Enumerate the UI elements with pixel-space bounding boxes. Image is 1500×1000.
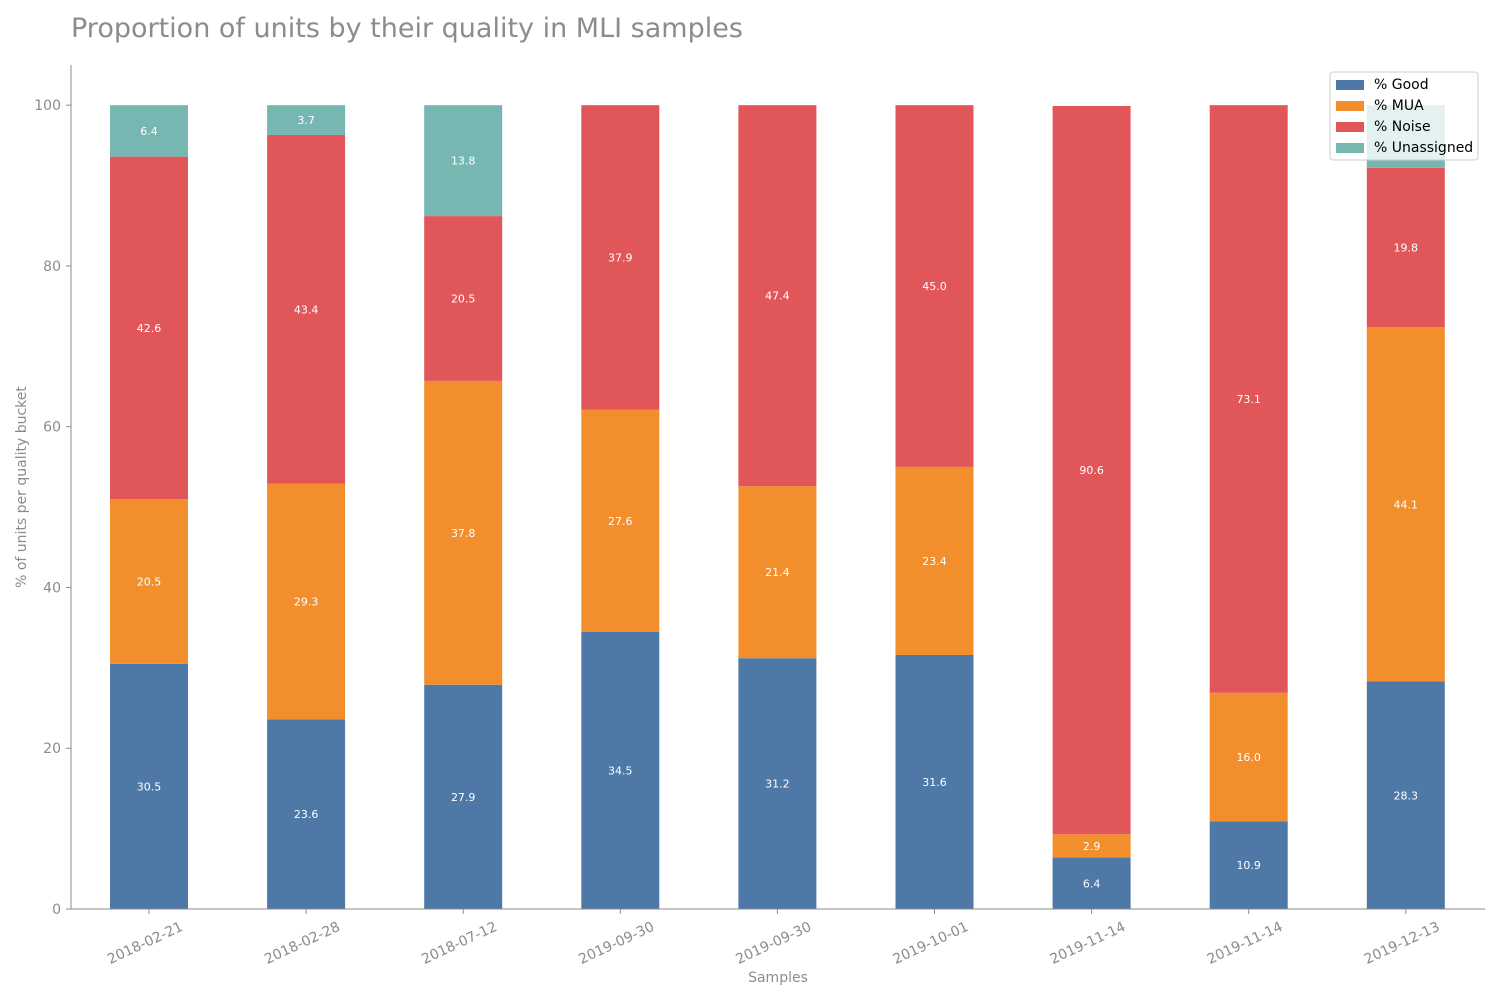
bar-segment [267, 719, 346, 909]
legend-swatch [1336, 122, 1364, 132]
bar-segment [581, 409, 660, 632]
y-axis-label: % of units per quality bucket [14, 386, 30, 588]
bar-value-label: 31.6 [922, 776, 947, 789]
bar-segment [267, 134, 346, 484]
bar-value-label: 16.0 [1236, 751, 1261, 764]
bar-value-label: 43.4 [294, 303, 319, 316]
bar-value-label: 73.1 [1236, 393, 1261, 406]
bar-value-label: 23.4 [922, 555, 947, 568]
bar-value-label: 21.4 [765, 566, 790, 579]
bar-value-label: 90.6 [1079, 464, 1104, 477]
bar-value-label: 27.9 [451, 791, 476, 804]
bar-segment [424, 216, 503, 381]
legend-box [1329, 71, 1479, 161]
bar-segment [424, 105, 503, 217]
y-tick-label: 40 [43, 580, 61, 596]
bar-value-label: 37.8 [451, 527, 476, 540]
bar-value-label: 6.4 [1083, 877, 1101, 890]
x-tick-label: 2019-10-01 [891, 919, 972, 968]
bar-segment [895, 654, 974, 909]
bar-segment [581, 105, 660, 410]
legend-label: % Noise [1374, 119, 1431, 135]
bar-value-label: 42.6 [137, 322, 162, 335]
bar-segment [267, 483, 346, 720]
bar-segment [424, 380, 503, 685]
bar-segment [895, 105, 974, 467]
bar-value-label: 34.5 [608, 764, 633, 777]
bar-value-label: 10.9 [1236, 859, 1261, 872]
bar-value-label: 47.4 [765, 290, 790, 303]
bar-segment [1209, 821, 1288, 909]
bar-segment [1209, 692, 1288, 822]
bar-segment [738, 486, 817, 659]
bar-segment [1209, 105, 1288, 693]
bar-value-label: 2.9 [1083, 840, 1101, 853]
bar-value-label: 19.8 [1394, 241, 1419, 254]
bar-value-label: 28.3 [1394, 789, 1419, 802]
legend-swatch [1336, 80, 1364, 90]
x-tick-label: 2019-11-14 [1205, 919, 1286, 968]
x-tick-label: 2019-11-14 [1048, 919, 1129, 968]
bar-value-label: 20.5 [451, 293, 476, 306]
bar-labels: 30.5 20.5 42.6 6.4 23.6 29.3 43.4 3.7 27.9 37.8 20… [137, 114, 1418, 890]
y-tick-label: 20 [43, 741, 61, 757]
legend-label: % Unassigned [1374, 140, 1473, 156]
legend-swatch [1336, 143, 1364, 153]
bar-value-label: 30.5 [137, 780, 162, 793]
bar-value-label: 13.8 [451, 155, 476, 168]
bar-segment [1052, 834, 1131, 858]
bar-value-label: 44.1 [1394, 498, 1419, 511]
bar-value-label: 6.4 [140, 125, 158, 138]
bar-value-label: 45.0 [922, 280, 947, 293]
bar-segment [1052, 105, 1131, 835]
legend-label: % MUA [1374, 98, 1424, 114]
bar-segment [110, 156, 188, 500]
y-tick-label: 80 [43, 259, 61, 275]
bar-segment [1052, 857, 1131, 909]
x-tick-label: 2019-09-30 [733, 919, 814, 968]
y-tick-label: 60 [43, 420, 61, 436]
bar-value-label: 3.7 [297, 114, 315, 127]
x-axis-label: Samples [748, 970, 808, 986]
bar-segment [581, 631, 660, 909]
chart-title: Proportion of units by their quality in … [71, 13, 743, 44]
x-tick-label: 2019-12-13 [1362, 919, 1443, 968]
bars [110, 105, 1445, 909]
bar-value-label: 23.6 [294, 808, 319, 821]
bar-segment [110, 105, 188, 157]
bar-segment [110, 499, 188, 664]
y-tick-label: 0 [52, 902, 61, 918]
x-tick-label: 2018-02-21 [105, 919, 186, 968]
bar-segment [110, 663, 188, 909]
x-tick-label: 2018-02-28 [262, 919, 343, 968]
bar-segment [1366, 681, 1445, 909]
bar-segment [738, 105, 817, 487]
x-tick-label: 2019-09-30 [576, 919, 657, 968]
bar-value-label: 29.3 [294, 596, 319, 609]
bar-segment [1366, 327, 1445, 682]
y-tick-label: 100 [34, 98, 61, 114]
bar-segment [738, 658, 817, 909]
bar-segment [424, 684, 503, 909]
bar-segment [1366, 167, 1445, 328]
legend: % Good % MUA % Noise % Unassigned [1329, 71, 1479, 161]
bar-segment [267, 105, 346, 135]
bar-value-label: 31.2 [765, 778, 790, 791]
legend-label: % Good [1374, 77, 1429, 93]
x-tick-label: 2018-07-12 [419, 919, 500, 968]
bar-value-label: 20.5 [137, 575, 162, 588]
bar-value-label: 37.9 [608, 252, 633, 265]
bar-segment [895, 466, 974, 655]
legend-swatch [1336, 101, 1364, 111]
bar-value-label: 27.6 [608, 515, 633, 528]
